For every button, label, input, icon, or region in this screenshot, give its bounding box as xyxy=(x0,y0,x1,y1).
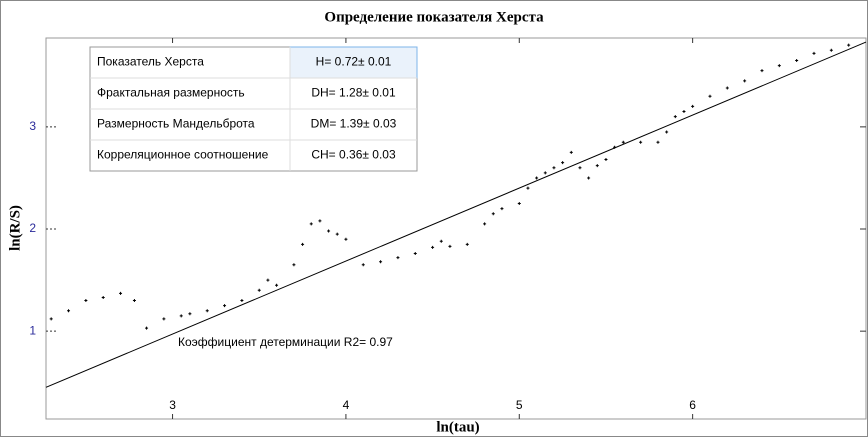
x-tick-label: 3 xyxy=(169,398,176,412)
x-tick-label: 4 xyxy=(343,398,350,412)
point xyxy=(327,229,331,233)
y-axis-label: ln(R/S) xyxy=(7,205,23,251)
table-value: DH= 1.28± 0.01 xyxy=(311,86,396,100)
point xyxy=(656,140,660,144)
point xyxy=(379,260,383,264)
y-tick-label: 3 xyxy=(29,119,36,133)
point xyxy=(812,51,816,55)
table-label: Корреляционное соотношение xyxy=(97,148,269,162)
table-label: Размерность Мандельброта xyxy=(97,117,255,131)
point xyxy=(829,48,833,52)
point xyxy=(569,150,573,154)
point xyxy=(188,312,192,316)
point xyxy=(309,222,313,226)
y-tick-label: 2 xyxy=(29,221,36,235)
x-tick-label: 5 xyxy=(516,398,523,412)
point xyxy=(535,176,539,180)
annotation: Коэффициент детерминации R2= 0.97 xyxy=(178,335,393,349)
selected-cell xyxy=(289,46,418,79)
fit-line xyxy=(45,41,867,388)
point xyxy=(483,222,487,226)
point xyxy=(223,304,227,308)
point xyxy=(179,314,183,318)
point xyxy=(439,239,443,243)
point xyxy=(119,291,123,295)
point xyxy=(361,263,365,267)
chart-title: Определение показателя Херста xyxy=(324,9,544,25)
point xyxy=(431,245,435,249)
table-value: H= 0.72± 0.01 xyxy=(316,55,392,69)
point xyxy=(795,58,799,62)
plot-area xyxy=(45,37,867,420)
point xyxy=(266,278,270,282)
point xyxy=(84,299,88,303)
point xyxy=(708,94,712,98)
point xyxy=(257,288,261,292)
point xyxy=(205,309,209,313)
point xyxy=(639,140,643,144)
point xyxy=(725,86,729,90)
point xyxy=(318,219,322,223)
point xyxy=(517,201,521,205)
point xyxy=(595,164,599,168)
table-value: CH= 0.36± 0.03 xyxy=(311,148,396,162)
point xyxy=(49,317,53,321)
point xyxy=(335,232,339,236)
point xyxy=(578,166,582,170)
x-axis-label: ln(tau) xyxy=(436,419,479,435)
point xyxy=(526,186,530,190)
point xyxy=(777,64,781,68)
point xyxy=(491,212,495,216)
point xyxy=(132,299,136,303)
point xyxy=(847,43,851,47)
point xyxy=(665,130,669,134)
point xyxy=(240,299,244,303)
point xyxy=(344,237,348,241)
table-label: Фрактальная размерность xyxy=(97,86,245,100)
y-tick-label: 1 xyxy=(29,323,36,337)
point xyxy=(465,242,469,246)
point xyxy=(448,244,452,248)
table-label: Показатель Херста xyxy=(97,55,204,69)
point xyxy=(691,104,695,108)
point xyxy=(292,263,296,267)
point xyxy=(561,161,565,165)
point xyxy=(743,79,747,83)
table-value: DM= 1.39± 0.03 xyxy=(311,117,397,131)
point xyxy=(543,171,547,175)
point xyxy=(587,176,591,180)
point xyxy=(162,317,166,321)
point xyxy=(621,140,625,144)
point xyxy=(604,158,608,162)
point xyxy=(673,115,677,119)
point xyxy=(613,145,617,149)
point xyxy=(301,242,305,246)
point xyxy=(67,309,71,313)
point xyxy=(500,207,504,211)
point xyxy=(396,256,400,260)
point xyxy=(275,283,279,287)
point xyxy=(552,166,556,170)
point xyxy=(101,295,105,299)
point xyxy=(145,326,149,330)
x-tick-label: 6 xyxy=(689,398,696,412)
point xyxy=(413,252,417,256)
point xyxy=(760,69,764,73)
point xyxy=(682,110,686,114)
